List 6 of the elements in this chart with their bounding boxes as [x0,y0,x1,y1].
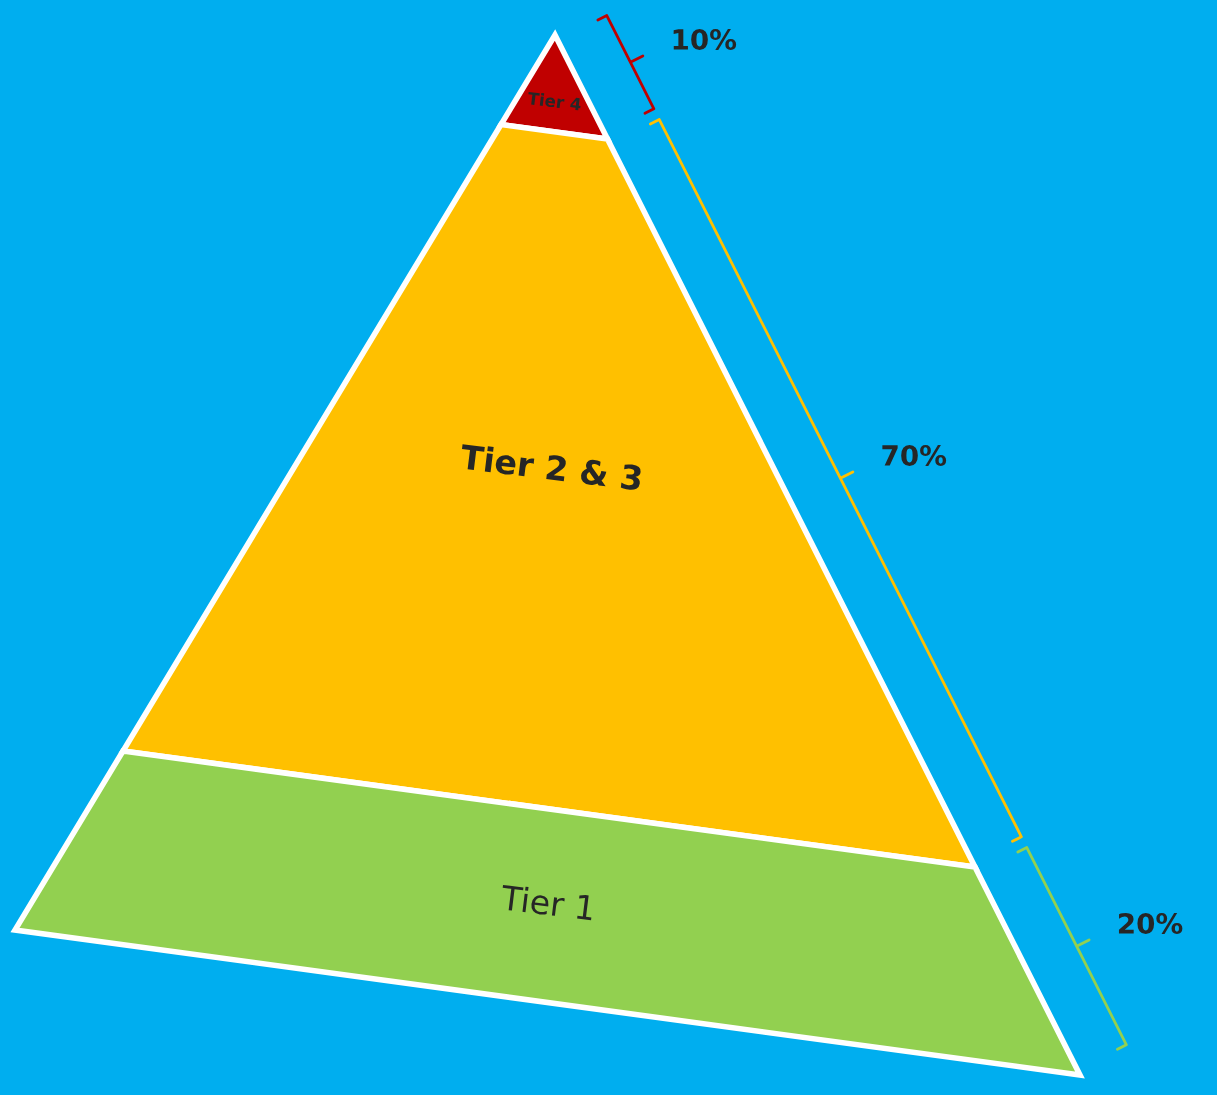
data-label: 70% [882,444,947,466]
category-label: Tier 4 [527,91,582,111]
category-label: Tier 1 [500,883,595,921]
data-label: 20% [1118,912,1183,934]
category-label: Tier 2 & 3 [459,443,643,491]
data-label: 10% [673,28,737,50]
